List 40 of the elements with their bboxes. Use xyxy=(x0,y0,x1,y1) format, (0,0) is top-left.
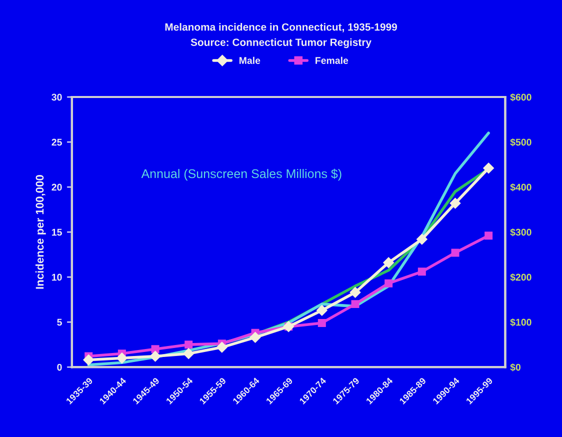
point xyxy=(384,279,393,288)
point xyxy=(383,257,394,268)
point xyxy=(318,318,326,327)
point xyxy=(451,248,460,257)
point xyxy=(483,162,494,174)
point xyxy=(350,286,361,298)
point xyxy=(418,268,426,276)
point xyxy=(151,345,160,354)
point xyxy=(416,234,428,245)
point xyxy=(484,232,493,240)
legend-label: Male xyxy=(240,56,260,64)
point xyxy=(184,340,193,349)
point xyxy=(216,342,228,353)
y-tick-label: 25 xyxy=(52,138,62,146)
y2-tick-label: $200 xyxy=(510,273,532,282)
point xyxy=(450,198,461,209)
y2-tick-label: $0 xyxy=(510,363,521,372)
point xyxy=(116,352,128,364)
y-tick-label: 15 xyxy=(52,228,62,236)
y-axis-title: Incidence per 100,000 xyxy=(35,175,46,289)
y2-tick-label: $400 xyxy=(510,183,532,192)
point xyxy=(250,332,261,343)
point xyxy=(83,354,94,366)
annotation: Annual (Sunscreen Sales Millions $) xyxy=(141,168,342,181)
y2-tick-label: $100 xyxy=(510,318,532,326)
y-tick-label: 20 xyxy=(52,184,62,191)
point xyxy=(150,350,161,362)
y2-tick-label: $600 xyxy=(510,93,532,102)
y-tick-label: 5 xyxy=(57,318,62,326)
legend-label: Female xyxy=(316,56,348,64)
point xyxy=(316,304,328,316)
chart-title: Melanoma incidence in Connecticut, 1935-1999 xyxy=(165,23,397,32)
y2-tick-label: $500 xyxy=(510,138,532,146)
y-tick-label: 10 xyxy=(52,274,62,281)
point xyxy=(183,348,194,360)
point xyxy=(351,300,360,308)
y-tick-label: 30 xyxy=(52,94,62,101)
y-tick-label: 0 xyxy=(57,364,62,371)
y2-tick-label: $300 xyxy=(510,228,532,236)
chart-subtitle: Source: Connecticut Tumor Registry xyxy=(190,38,372,48)
